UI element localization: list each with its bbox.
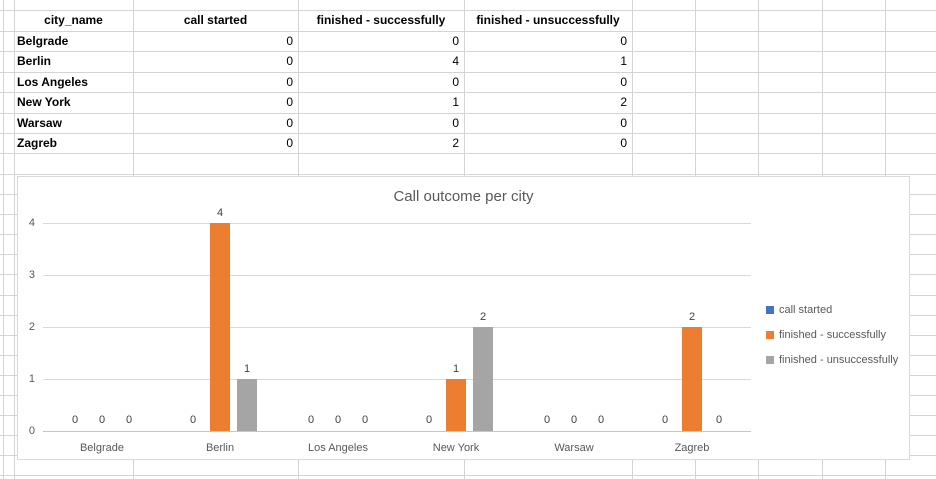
x-axis-category-label: Warsaw [554, 442, 594, 454]
x-axis-line [43, 431, 751, 432]
data-label: 0 [71, 414, 79, 426]
gridline-horizontal [0, 113, 936, 114]
data-label: 0 [597, 414, 605, 426]
y-axis-tick-label: 2 [28, 321, 35, 333]
chart-gridline [43, 379, 751, 380]
table-cell-value[interactable]: 2 [452, 136, 459, 150]
gridline-horizontal [0, 475, 936, 476]
data-label: 0 [543, 414, 551, 426]
gridline-vertical [14, 0, 15, 479]
table-cell-value[interactable]: 0 [620, 116, 627, 130]
table-cell-value[interactable]: 0 [286, 75, 293, 89]
column-header[interactable]: finished - unsuccessfully [476, 13, 620, 27]
chart-gridline [43, 223, 751, 224]
bar-finished-successfully[interactable] [210, 223, 230, 431]
legend-label: finished - successfully [779, 329, 886, 341]
gridline-horizontal [0, 92, 936, 93]
data-label: 2 [688, 311, 696, 323]
chart-area[interactable]: Call outcome per city 0 1 2 3 4 Belgrade Berli… [17, 176, 910, 460]
data-label: 0 [361, 414, 369, 426]
data-label: 1 [452, 363, 460, 375]
column-header[interactable]: call started [183, 13, 248, 27]
column-header[interactable]: finished - successfully [316, 13, 446, 27]
x-axis-category-label: Belgrade [79, 442, 125, 454]
gridline-horizontal [0, 51, 936, 52]
x-axis-category-label: Los Angeles [308, 442, 368, 454]
table-cell-value[interactable]: 0 [286, 116, 293, 130]
data-label: 0 [425, 414, 433, 426]
bar-finished-successfully[interactable] [446, 379, 466, 431]
table-cell-city[interactable]: Los Angeles [17, 75, 88, 89]
data-label: 4 [216, 207, 224, 219]
table-cell-value[interactable]: 0 [286, 34, 293, 48]
table-cell-value[interactable]: 0 [286, 136, 293, 150]
bar-finished-successfully[interactable] [682, 327, 702, 431]
table-cell-city[interactable]: New York [17, 95, 71, 109]
gridline-horizontal [0, 153, 936, 154]
legend-item-finished-unsuccessfully[interactable]: finished - unsuccessfully [766, 353, 898, 367]
bar-finished-unsuccessfully[interactable] [473, 327, 493, 431]
x-axis-category-label: Zagreb [674, 442, 710, 454]
table-cell-city[interactable]: Warsaw [17, 116, 62, 130]
table-cell-city[interactable]: Belgrade [17, 34, 69, 48]
table-cell-value[interactable]: 0 [620, 34, 627, 48]
data-label: 0 [98, 414, 106, 426]
table-cell-value[interactable]: 0 [286, 95, 293, 109]
data-label: 1 [243, 363, 251, 375]
table-cell-city[interactable]: Berlin [17, 54, 52, 68]
table-cell-value[interactable]: 0 [620, 75, 627, 89]
data-label: 2 [479, 311, 487, 323]
table-cell-value[interactable]: 1 [452, 95, 459, 109]
legend-item-call-started[interactable]: call started [766, 303, 898, 317]
data-label: 0 [570, 414, 578, 426]
data-label: 0 [334, 414, 342, 426]
table-cell-value[interactable]: 0 [286, 54, 293, 68]
legend-label: call started [779, 304, 833, 316]
table-cell-city[interactable]: Zagreb [17, 136, 58, 150]
table-cell-value[interactable]: 0 [452, 34, 459, 48]
gridline-vertical [3, 0, 4, 479]
chart-gridline [43, 275, 751, 276]
gridline-horizontal [0, 133, 936, 134]
gridline-horizontal [0, 31, 936, 32]
bar-finished-unsuccessfully[interactable] [237, 379, 257, 431]
table-cell-value[interactable]: 4 [452, 54, 459, 68]
x-axis-category-label: Berlin [205, 442, 235, 454]
column-header[interactable]: city_name [44, 13, 103, 27]
table-cell-value[interactable]: 2 [620, 95, 627, 109]
table-cell-value[interactable]: 0 [620, 136, 627, 150]
table-cell-value[interactable]: 1 [620, 54, 627, 68]
legend-marker-icon [766, 306, 774, 314]
data-label: 0 [125, 414, 133, 426]
y-axis-tick-label: 4 [28, 217, 35, 229]
gridline-horizontal [0, 72, 936, 73]
y-axis-tick-label: 3 [28, 269, 35, 281]
table-cell-value[interactable]: 0 [452, 75, 459, 89]
data-label: 0 [307, 414, 315, 426]
x-axis-category-label: New York [432, 442, 480, 454]
data-label: 0 [189, 414, 197, 426]
data-label: 0 [661, 414, 669, 426]
gridline-horizontal [0, 10, 936, 11]
y-axis-tick-label: 0 [28, 425, 35, 437]
chart-gridline [43, 327, 751, 328]
legend-item-finished-successfully[interactable]: finished - successfully [766, 328, 898, 342]
chart-title: Call outcome per city [393, 188, 534, 205]
gridline-horizontal [0, 174, 936, 175]
legend-marker-icon [766, 356, 774, 364]
data-label: 0 [715, 414, 723, 426]
y-axis-tick-label: 1 [28, 373, 35, 385]
table-cell-value[interactable]: 0 [452, 116, 459, 130]
legend-marker-icon [766, 331, 774, 339]
chart-legend: call started finished - successfully finis… [766, 303, 898, 378]
legend-label: finished - unsuccessfully [779, 354, 899, 366]
